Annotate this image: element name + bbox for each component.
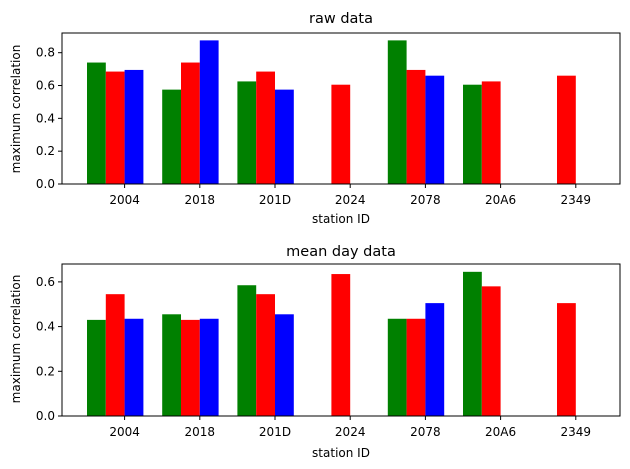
bar-2078-series-2 bbox=[406, 69, 426, 184]
bar-20A6-series-2 bbox=[481, 81, 501, 184]
x-tick-label: 2018 bbox=[185, 193, 216, 207]
bar-2024-series-2 bbox=[331, 274, 351, 416]
bar-20A6-series-1 bbox=[463, 271, 482, 416]
bar-201D-series-1 bbox=[237, 81, 257, 184]
chart-mean-day-data: mean day data 0.0 0.2 0.4 0.6 2004 2018 201D 2… bbox=[9, 244, 621, 460]
bar-2004-series-1 bbox=[87, 319, 106, 416]
y-axis-label: maximum correlation bbox=[9, 45, 23, 174]
x-axis-label: station ID bbox=[312, 446, 370, 460]
y-axis-label: maximum correlation bbox=[9, 275, 23, 404]
x-tick-label: 2004 bbox=[109, 193, 140, 207]
bar-201D-series-1 bbox=[237, 285, 257, 416]
x-tick-label: 2018 bbox=[185, 425, 216, 439]
plot-frame bbox=[61, 263, 621, 417]
bar-2349-series-2 bbox=[557, 303, 576, 416]
bar-201D-series-2 bbox=[256, 71, 275, 184]
x-tick-label: 20A6 bbox=[485, 193, 516, 207]
y-tick-label: 0.0 bbox=[36, 177, 55, 191]
x-tick-label: 20A6 bbox=[485, 425, 516, 439]
y-tick-label: 0.4 bbox=[36, 320, 55, 334]
x-axis-label: station ID bbox=[312, 212, 370, 226]
x-tick-label: 2024 bbox=[335, 193, 366, 207]
bar-2349-series-2 bbox=[557, 75, 576, 184]
bar-2004-series-2 bbox=[105, 71, 125, 184]
bar-2078-series-3 bbox=[425, 75, 445, 184]
bar-2078-series-1 bbox=[387, 40, 407, 185]
y-tick-label: 0.2 bbox=[36, 144, 55, 158]
bar-2004-series-2 bbox=[105, 294, 125, 416]
y-tick-label: 0.4 bbox=[36, 111, 55, 125]
chart-title: raw data bbox=[309, 11, 373, 27]
x-tick-label: 2078 bbox=[410, 425, 441, 439]
x-tick-label: 201D bbox=[259, 425, 291, 439]
bar-2018-series-3 bbox=[199, 40, 219, 185]
x-tick-label: 2078 bbox=[410, 193, 441, 207]
y-tick-label: 0.2 bbox=[36, 364, 55, 378]
bar-20A6-series-2 bbox=[481, 286, 501, 416]
bar-2004-series-1 bbox=[87, 62, 106, 184]
bar-2018-series-2 bbox=[181, 62, 200, 184]
bar-2018-series-1 bbox=[162, 314, 181, 416]
bar-2004-series-3 bbox=[124, 318, 144, 416]
x-tick-label: 2024 bbox=[335, 425, 366, 439]
bar-201D-series-3 bbox=[275, 314, 294, 416]
y-tick-label: 0.8 bbox=[36, 46, 55, 60]
x-tick-label: 2349 bbox=[561, 193, 592, 207]
x-tick-label: 2004 bbox=[109, 425, 140, 439]
bar-2018-series-2 bbox=[181, 319, 200, 416]
bar-2078-series-1 bbox=[387, 318, 407, 416]
bar-2018-series-1 bbox=[162, 89, 181, 184]
bar-201D-series-2 bbox=[256, 294, 275, 416]
bar-2078-series-2 bbox=[406, 318, 426, 416]
bar-2078-series-3 bbox=[425, 303, 445, 416]
chart-raw-data: raw data 0.0 0.2 0.4 0.6 0.8 2004 2018 201D 202… bbox=[9, 11, 621, 226]
y-tick-label: 0.6 bbox=[36, 79, 55, 93]
x-tick-label: 201D bbox=[259, 193, 291, 207]
bar-201D-series-3 bbox=[275, 89, 294, 184]
chart-title: mean day data bbox=[286, 244, 396, 260]
bar-2024-series-2 bbox=[331, 84, 351, 184]
bar-20A6-series-1 bbox=[463, 84, 482, 184]
y-tick-label: 0.6 bbox=[36, 275, 55, 289]
bar-2004-series-3 bbox=[124, 69, 144, 184]
plot-frame bbox=[61, 32, 621, 185]
x-tick-label: 2349 bbox=[561, 425, 592, 439]
y-tick-label: 0.0 bbox=[36, 409, 55, 423]
bar-2018-series-3 bbox=[199, 318, 219, 416]
